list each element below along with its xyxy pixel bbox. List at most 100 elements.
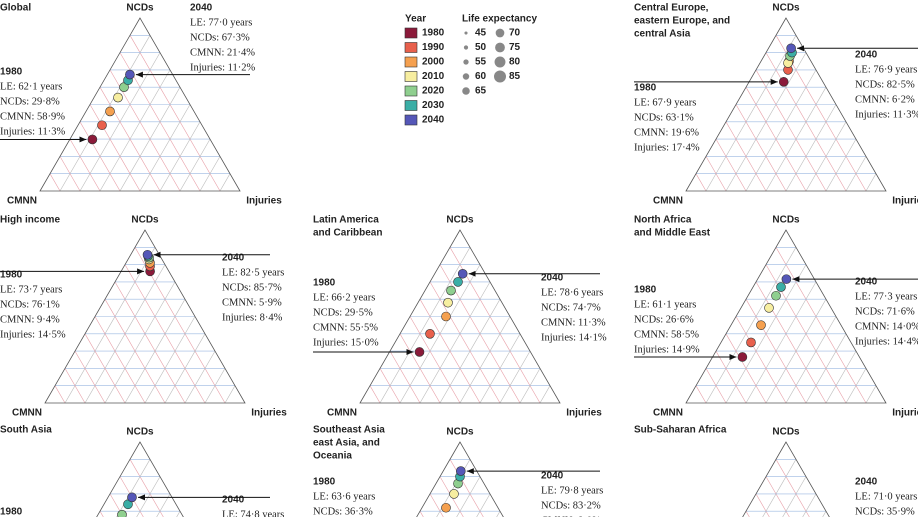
grid-injuries: [176, 511, 181, 517]
grid-injuries: [436, 459, 471, 517]
panel-title: Oceania: [313, 451, 352, 462]
annotation-1980: CMNN: 55·5%: [313, 322, 378, 333]
grid-injuries: [745, 69, 817, 192]
data-point: [113, 92, 123, 103]
data-point: [127, 492, 137, 503]
annotation-2040: LE: 79·8 years: [541, 485, 603, 496]
annotation-1980: LE: 62·1 years: [0, 81, 62, 92]
annotation-1980: 1980: [0, 67, 23, 78]
legend-size-label: 60: [475, 71, 487, 82]
legend-size: [462, 87, 470, 95]
grid-injuries: [705, 35, 797, 192]
grid-injuries: [459, 316, 511, 404]
data-point: [441, 502, 451, 513]
grid-injuries: [825, 350, 857, 404]
grid-cmnn: [755, 69, 827, 192]
legend-label: 2030: [422, 100, 445, 111]
legend-size: [494, 56, 506, 68]
panel-title: North Africa: [634, 215, 692, 226]
annotation-1980: NCDs: 29·8%: [0, 96, 60, 107]
legend-swatch: [404, 85, 418, 97]
data-point: [125, 69, 135, 80]
grid-cmnn: [69, 138, 101, 192]
annotation-2040: LE: 77·3 years: [855, 291, 917, 302]
annotation-2040: NCDs: 35·9%: [855, 506, 915, 517]
data-point: [414, 347, 425, 357]
data-point: [746, 337, 756, 348]
annotation-1980: 1980: [634, 285, 657, 296]
annotation-1980: Injuries: 15·0%: [313, 337, 379, 348]
grid-injuries: [785, 104, 837, 192]
panel-title: Sub-Saharan Africa: [634, 425, 727, 436]
grid-injuries: [139, 104, 191, 192]
legend-size-label: 55: [475, 57, 487, 68]
data-point: [737, 352, 748, 362]
annotation-1980: CMNN: 58·5%: [634, 329, 699, 340]
annotation-1980: NCDs: 26·6%: [634, 314, 694, 325]
annotation-2040: CMNN: 5·9%: [222, 297, 282, 308]
grid-injuries: [64, 247, 156, 404]
grid-cmnn: [449, 459, 484, 517]
grid-cmnn: [745, 511, 750, 517]
grid-injuries: [204, 368, 226, 404]
grid-cmnn: [429, 493, 444, 517]
grid-injuries: [59, 35, 151, 192]
legend-size-label: 85: [509, 71, 521, 82]
annotation-2040: NCDs: 67·3%: [190, 32, 250, 43]
annotation-2040: 2040: [541, 273, 564, 284]
grid-injuries: [845, 156, 867, 192]
grid-cmnn: [59, 156, 81, 192]
panel-title: and Middle East: [634, 228, 711, 239]
grid-cmnn: [99, 511, 104, 517]
panel-title: Central Europe,: [634, 3, 709, 14]
data-point: [778, 77, 789, 87]
legend-label: 2020: [422, 86, 445, 97]
annotation-1980: LE: 67·9 years: [634, 97, 696, 108]
annotation-2040: 2040: [541, 471, 564, 482]
grid-injuries: [802, 493, 817, 517]
grid-injuries: [479, 333, 521, 404]
data-point: [105, 106, 115, 117]
annotation-2040: LE: 78·6 years: [541, 287, 603, 298]
data-point: [449, 489, 459, 499]
annotation-2040: LE: 82·5 years: [222, 267, 284, 278]
data-point: [756, 320, 766, 330]
grid-cmnn: [419, 511, 424, 517]
legend-size-label: 45: [475, 28, 487, 39]
grid-cmnn: [49, 173, 61, 192]
grid-cmnn: [389, 350, 421, 404]
annotation-2040: CMNN: 11·3%: [541, 317, 606, 328]
annotation-2040: Injuries: 8·4%: [222, 312, 283, 323]
axis-label: CMNN: [327, 408, 357, 419]
grid-cmnn: [74, 350, 106, 404]
data-point: [786, 43, 796, 54]
data-point: [425, 328, 435, 339]
annotation-2040: NCDs: 85·7%: [222, 282, 282, 293]
legend-label: 1990: [422, 42, 445, 53]
grid-injuries: [782, 476, 807, 517]
grid-injuries: [184, 350, 216, 404]
grid-injuries: [865, 173, 877, 192]
grid-injuries: [456, 476, 481, 517]
annotation-2040: Injuries: 11·2%: [190, 62, 255, 73]
grid-cmnn: [705, 368, 727, 404]
grid-cmnn: [775, 247, 867, 404]
annotation-1980: NCDs: 63·1%: [634, 112, 694, 123]
data-point: [443, 297, 453, 308]
grid-injuries: [144, 316, 196, 404]
annotation-2040: CMNN: 8·0%: [541, 515, 601, 517]
grid-injuries: [825, 138, 857, 192]
grid-cmnn: [439, 476, 464, 517]
triangle: [44, 229, 246, 404]
grid-injuries: [705, 247, 797, 404]
grid-cmnn: [695, 173, 707, 192]
grid-injuries: [745, 281, 817, 404]
annotation-2040: 2040: [855, 477, 878, 488]
legend-label: 2040: [422, 115, 445, 126]
grid-injuries: [805, 333, 847, 404]
axis-label: NCDs: [772, 3, 800, 14]
axis-label: NCDs: [772, 215, 800, 226]
grid-cmnn: [755, 281, 827, 404]
legend-swatch: [404, 71, 418, 82]
